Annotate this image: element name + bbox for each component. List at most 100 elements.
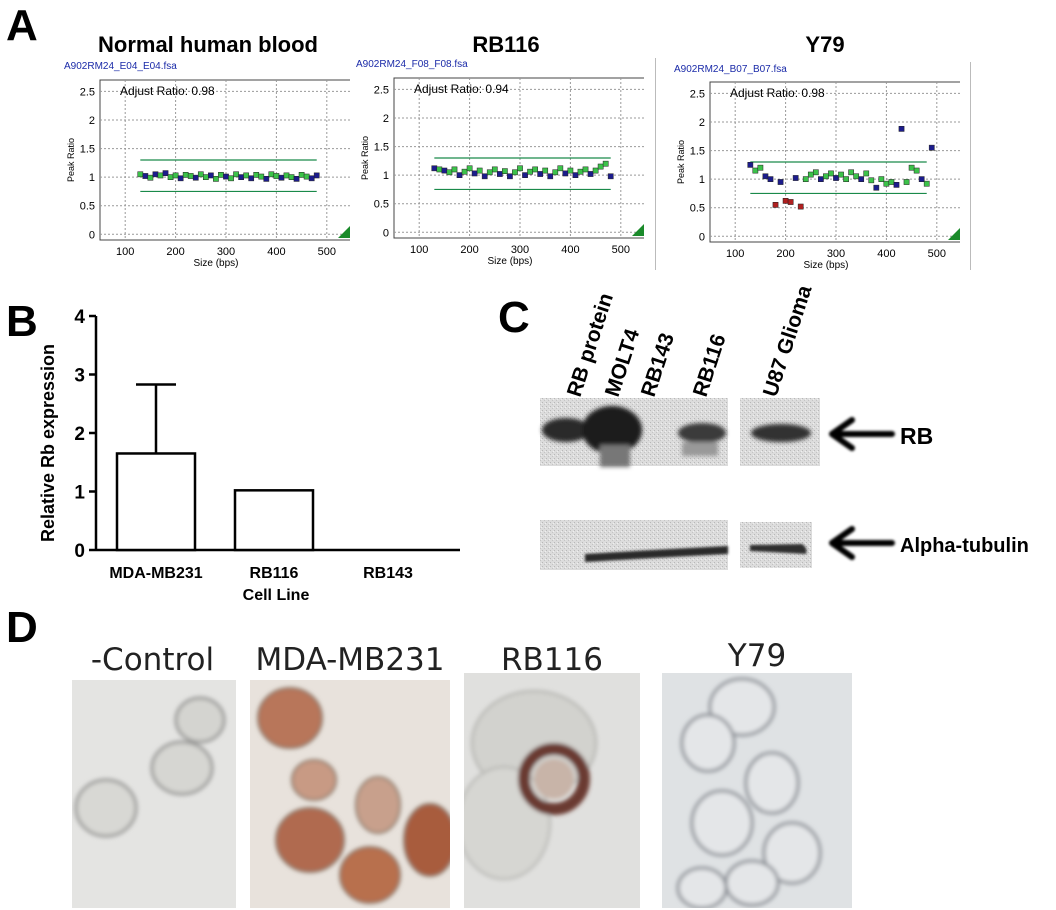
data-point [587,171,594,177]
band-molt4-smear [600,445,630,467]
data-point [451,166,458,173]
x-axis-label: Cell Line [243,587,310,604]
data-point [507,173,513,180]
data-point [908,164,915,171]
data-point [243,172,250,179]
data-point [848,169,854,176]
y-tick-label: 0.5 [690,203,705,215]
data-point [147,174,154,181]
data-point [607,173,614,180]
x-tick-label: 300 [217,246,235,258]
scatter-title-1: Normal human blood [98,32,318,57]
x-axis-label: Size (bps) [803,260,848,271]
x-axis-label: Size (bps) [193,258,238,269]
scatter-plot-y79: 100 200 300 400 500 0 0.5 1 1.5 2 2.5 Adjust Ratio:… [676,81,960,271]
data-point [268,171,275,178]
x-tick-label: 200 [776,248,794,260]
data-point [772,202,779,208]
data-point [838,171,844,178]
data-point [431,165,438,172]
data-point [187,173,194,179]
data-point [278,174,285,181]
data-point [233,171,239,178]
y-tick-label: 0.5 [374,199,389,211]
adjust-ratio-annotation: Adjust Ratio: 0.94 [414,82,509,96]
data-point [757,164,764,171]
data-point [481,173,488,180]
data-point [137,171,144,178]
data-point [747,162,754,168]
data-point [903,179,910,185]
lane-label-rb116: RB116 [689,331,731,399]
data-point [547,173,554,180]
y-tick-label: 0 [699,231,705,243]
data-point [828,170,834,177]
band-molt4 [582,406,642,454]
band-u87 [751,424,811,442]
data-point [303,173,310,180]
data-point [491,166,498,173]
x-tick-label: RB116 [250,565,299,582]
data-point [223,173,229,180]
x-tick-label: 400 [267,246,285,258]
data-point [868,177,875,184]
bar [115,452,197,552]
data-point [208,172,214,179]
adjust-ratio-annotation: Adjust Ratio: 0.98 [730,86,825,100]
data-point [843,176,849,182]
y-tick-label: 2.5 [80,86,95,98]
data-point [923,180,930,187]
micrograph-y79 [662,673,852,908]
micrograph-control [72,680,236,908]
y-tick-label: 2 [74,424,85,445]
data-point [552,169,559,176]
blot-tubulin-left [540,520,728,570]
micrograph-label-mda: MDA-MB231 [255,642,445,678]
micrograph-label-rb116: RB116 [501,642,603,678]
micrograph-rb116 [464,673,640,908]
x-tick-label: 300 [827,248,845,260]
data-point [466,165,473,172]
y-tick-label: 1 [89,172,95,184]
y-tick-label: 1 [383,170,389,182]
data-point [446,169,453,176]
x-tick-label: 300 [511,244,529,256]
data-point [762,173,769,180]
data-point [787,199,794,205]
panel-label-a: A [6,1,38,50]
scatter-plot-normal-blood: 100 200 300 400 500 0 0.5 1 1.5 2 2.5 Adjust Ratio:… [66,79,350,269]
data-point [502,168,508,174]
lane-label-rb143: RB143 [637,330,679,399]
data-point [572,172,579,178]
data-point [802,176,809,182]
data-point [162,170,169,176]
data-point [238,174,244,180]
arrow-left-icon [829,417,895,451]
y-tick-label: 1.5 [374,142,389,154]
x-tick-label: 400 [561,244,579,256]
band-rb116 [678,423,726,443]
corner-marker-icon [632,224,644,236]
data-point [582,166,589,173]
y-axis-label: Relative Rb expression [38,344,58,542]
data-point [248,175,255,182]
data-point [517,165,523,172]
y-tick-label: 3 [74,366,85,387]
band-tubulin-right [750,544,807,554]
x-tick-label: 500 [928,248,946,260]
data-point [436,166,443,173]
scatter-title-2: RB116 [472,32,540,57]
arrow-left-icon [829,526,895,560]
data-point [777,179,784,185]
micrograph-label-y79: Y79 [727,638,787,674]
data-point [918,176,925,182]
data-point [522,172,528,178]
data-point [177,175,184,182]
panel-label-c: C [498,293,530,342]
data-point [752,167,759,174]
adjust-ratio-annotation: Adjust Ratio: 0.98 [120,84,215,98]
data-point [898,126,905,132]
data-point [532,166,538,173]
data-point [512,169,518,176]
panel-label-b: B [6,297,38,346]
